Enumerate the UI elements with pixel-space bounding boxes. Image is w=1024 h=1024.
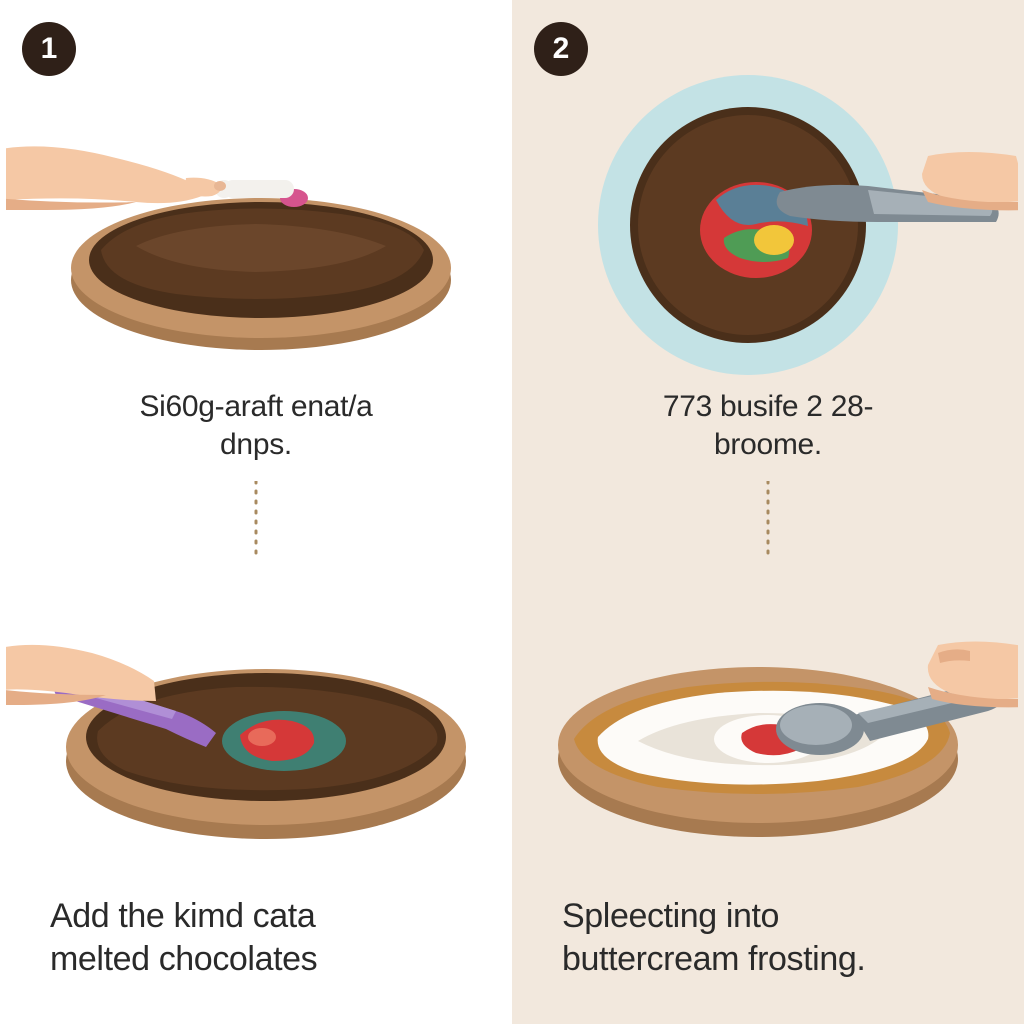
caption-line: buttercream frosting. — [562, 940, 865, 978]
connector-dots-1 — [0, 481, 512, 561]
caption-1-mid: Si60g-araft enat/a dnps. — [0, 380, 512, 481]
illus-2-bottom — [512, 561, 1024, 881]
illus-2-top — [512, 50, 1024, 380]
caption-line: dnps. — [220, 428, 292, 461]
caption-2-mid: 773 busife 2 28- broome. — [512, 380, 1024, 481]
step-panel-1: 1 Si60g-araft enat/a dnps. — [0, 0, 512, 1024]
illus-1-bottom — [0, 561, 512, 881]
connector-dots-2 — [512, 481, 1024, 561]
caption-line: melted chocolates — [50, 940, 317, 978]
step-panel-2: 2 773 busife 2 28- broome. — [512, 0, 1024, 1024]
caption-line: 773 busife 2 28- — [663, 390, 873, 423]
caption-line: Spleecting into — [562, 897, 779, 935]
caption-line: Si60g-araft enat/a — [139, 390, 372, 423]
illus-1-top — [0, 50, 512, 380]
caption-2-bottom: Spleecting into buttercream frosting. — [512, 881, 1024, 998]
caption-line: Add the kimd cata — [50, 897, 315, 935]
caption-1-bottom: Add the kimd cata melted chocolates — [0, 881, 512, 998]
caption-line: broome. — [714, 428, 822, 461]
